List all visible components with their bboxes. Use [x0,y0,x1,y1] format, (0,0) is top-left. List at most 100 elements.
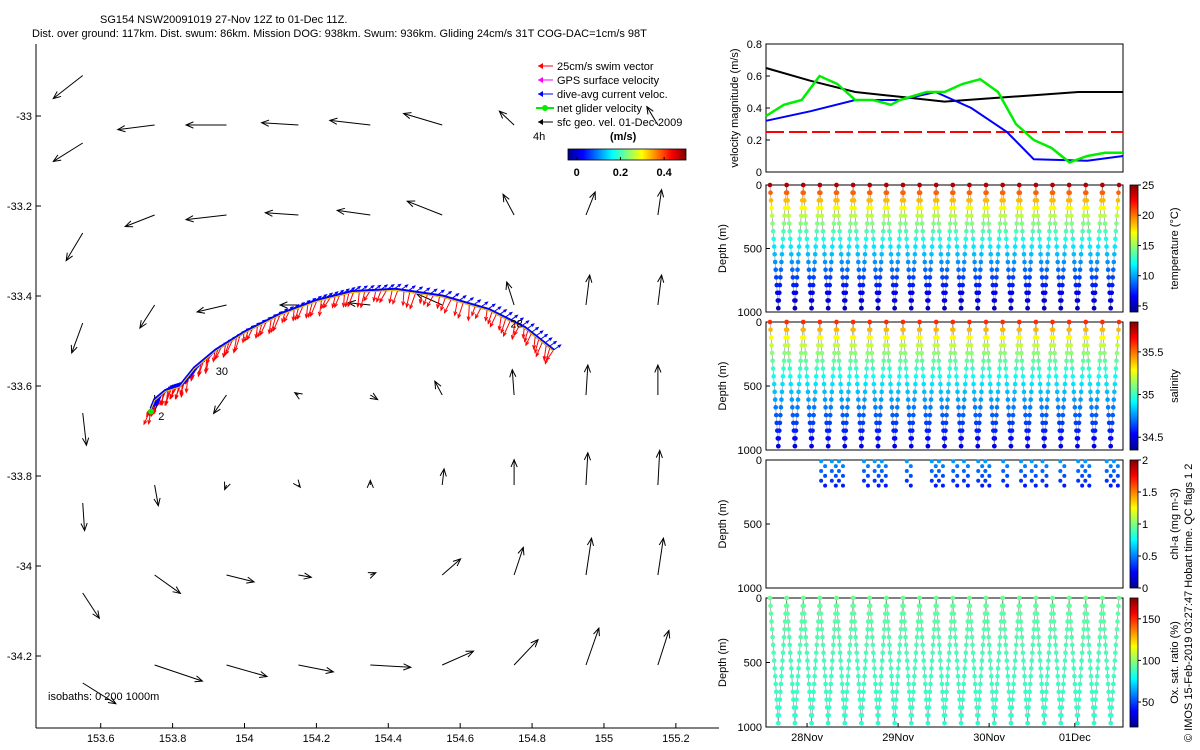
sample-dot [1105,681,1111,687]
sample-dot [848,213,854,219]
sample-dot [864,228,869,234]
sample-dot [865,626,870,632]
sample-dot [1108,713,1114,718]
sample-dot [818,327,823,333]
sample-dot [851,335,857,340]
sample-dot [992,720,997,726]
sample-dot [976,428,982,433]
sample-dot [911,405,917,410]
sample-dot [795,397,801,402]
vel-ytick-label: 0.8 [747,39,762,51]
sample-dot [880,374,885,379]
sample-dot [1067,190,1072,195]
sample-dot [1116,603,1121,609]
cbar-tick-label: 1.5 [1142,487,1157,499]
sample-dot [953,228,959,234]
sample-dot [1039,689,1045,695]
sample-dot [868,619,874,624]
sample-dot [1087,374,1092,379]
sample-dot [801,198,807,203]
sample-dot [793,428,799,433]
sample-dot [913,658,918,663]
sample-dot [930,642,936,648]
sample-dot [1006,689,1012,695]
sample-dot [920,374,926,379]
sample-dot [1020,642,1025,648]
sample-dot [769,342,774,348]
sample-dot [844,412,850,418]
sample-dot [1050,182,1055,188]
sample-dot [828,673,834,679]
sample-dot [847,366,853,371]
sample-dot [798,350,804,356]
sample-dot [987,244,993,249]
sample-dot [911,267,917,272]
map-legend: 25cm/s swim vector GPS surface velocity … [533,61,687,179]
chl-dot [836,469,841,474]
sample-dot [947,366,952,371]
sample-dot [1078,666,1084,671]
sample-dot [921,251,927,257]
sample-dot [1000,190,1006,195]
sample-dot [906,412,912,418]
sample-dot [870,642,876,648]
sample-dot [859,720,864,726]
sample-dot [978,397,984,402]
sample-dot [986,366,992,371]
sample-dot [903,221,908,226]
chl-dot [883,464,888,469]
map-ytick-label: -33.6 [7,381,32,393]
sample-dot [795,405,800,410]
sample-dot [1038,251,1043,257]
sample-dot [1026,282,1032,288]
chl-dot [1029,478,1034,483]
sample-dot [800,182,806,188]
sample-dot [1105,267,1111,272]
sample-dot [1036,358,1041,364]
sample-dot [975,713,981,718]
sample-dot [971,244,976,249]
sample-dot [788,389,794,395]
swim-vector [267,318,272,335]
sample-dot [852,205,857,211]
sample-dot [1044,267,1050,272]
sample-dot [1060,420,1065,426]
sample-dot [906,275,912,280]
sample-dot [857,689,862,695]
sample-dot [843,298,848,303]
sample-dot [847,642,853,648]
sample-dot [961,397,967,402]
map-colorbar [567,148,687,161]
sample-dot [1112,666,1117,671]
sample-dot [1006,405,1011,410]
sample-dot [992,713,998,718]
sample-dot [905,251,910,257]
sample-dot [981,634,986,640]
sample-dot [1038,259,1044,265]
sample-dot [1089,405,1094,410]
sample-dot [1067,327,1072,333]
sample-dot [985,350,991,356]
sample-dot [1110,681,1116,687]
sample-dot [1023,689,1028,695]
sample-dot [1009,290,1015,296]
sample-dot [898,358,903,364]
sample-dot [770,634,775,640]
chl-dot [1040,469,1045,474]
sample-dot [1098,350,1103,356]
sample-dot [1009,436,1014,441]
sample-dot [901,603,906,609]
sample-dot [926,713,931,718]
sample-dot [870,228,876,234]
sample-dot [1100,190,1106,195]
sample-dot [1069,358,1075,364]
sample-dot [956,267,961,272]
sample-dot [1111,673,1117,679]
sample-dot [1068,342,1074,348]
sample-dot [934,327,940,333]
chl-dot [965,483,970,488]
sample-dot [889,673,894,679]
sample-dot [831,228,836,234]
sample-dot [917,182,922,188]
sample-dot [995,389,1001,395]
